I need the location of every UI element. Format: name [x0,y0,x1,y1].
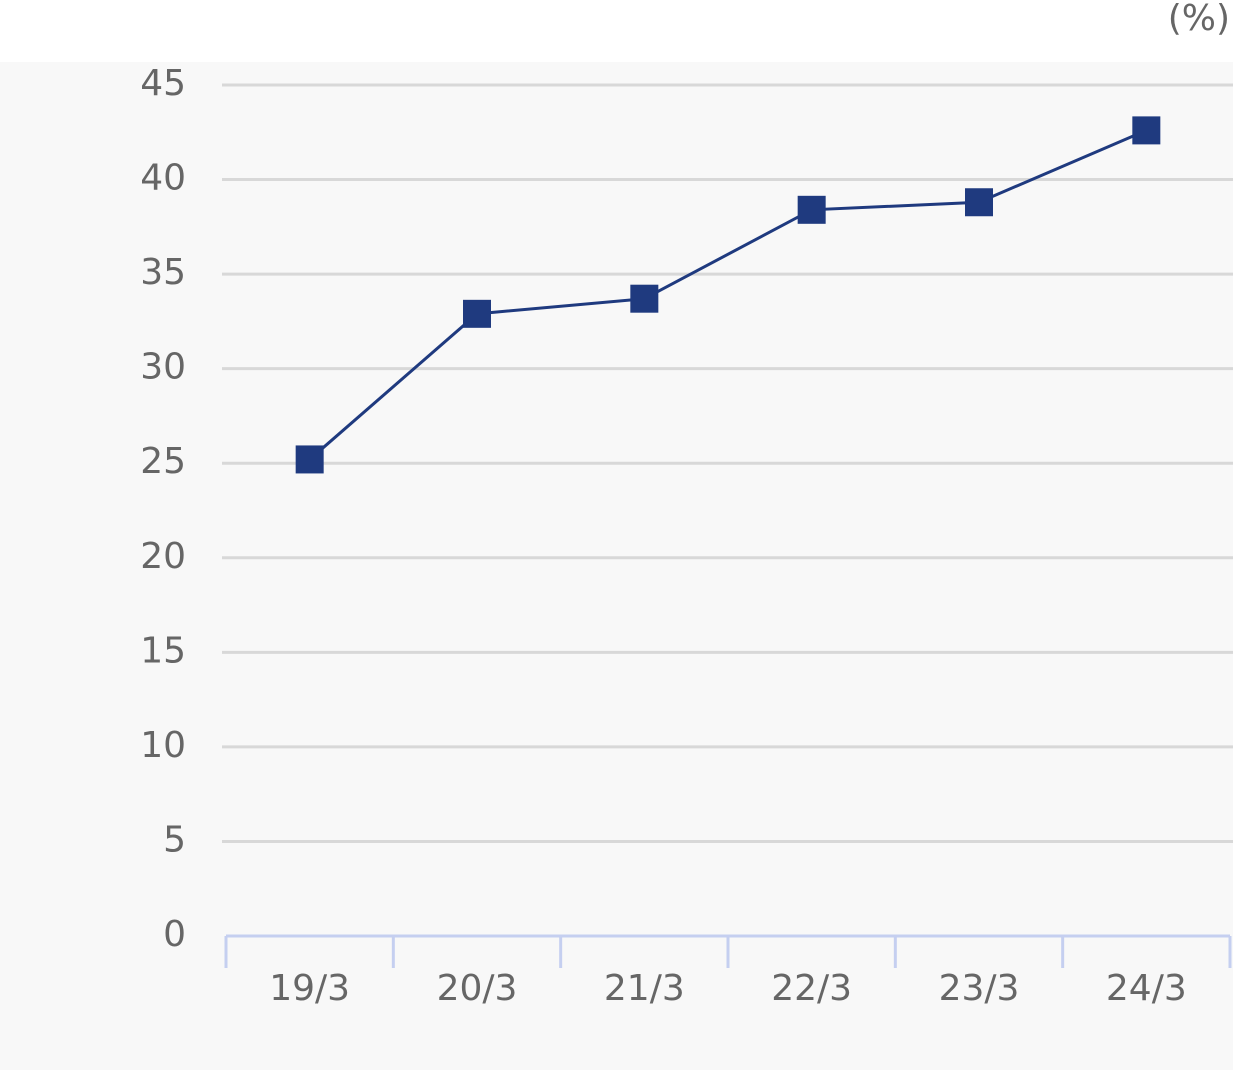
plot-background [0,62,1233,1070]
x-tick-label: 23/3 [939,968,1020,1009]
marker [797,195,826,224]
y-tick-label: 15 [140,630,186,671]
x-tick-label: 22/3 [771,968,852,1009]
marker [295,445,324,474]
x-tick-label: 24/3 [1106,968,1187,1009]
line [308,129,1147,461]
y-tick-label: 10 [140,725,186,766]
y-tick-label: 35 [140,252,186,293]
marker [463,299,491,328]
y-tick-label: 20 [140,536,186,577]
x-tick-label: 21/3 [604,968,685,1009]
marker [630,284,659,313]
unit-label: (%) [1168,0,1230,39]
y-tick-label: 45 [140,63,186,104]
y-tick-label: 40 [140,158,186,199]
y-tick-label: 25 [140,441,186,482]
x-tick-label: 19/3 [269,968,350,1009]
y-tick-label: 5 [163,819,186,860]
marker [965,188,993,217]
y-tick-label: 30 [140,347,186,388]
marker [1132,116,1161,145]
x-tick-label: 20/3 [437,968,518,1009]
y-tick-label: 0 [163,914,186,955]
